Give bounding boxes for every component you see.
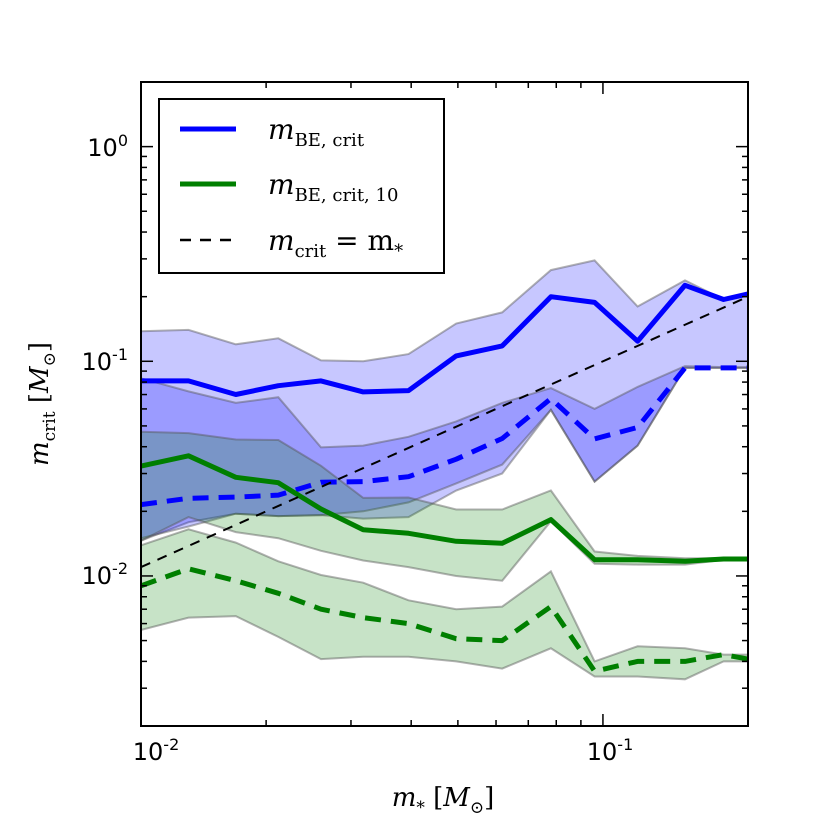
- y-tick-label: 10-1: [82, 345, 129, 376]
- x-axis-label: m* [M⊙]: [392, 783, 495, 818]
- series-line-be-crit-lower: [140, 365, 748, 508]
- x-tick-label: 10-2: [133, 735, 180, 766]
- series-line-be-crit-median: [141, 282, 749, 397]
- confidence-bands: [140, 259, 749, 681]
- y-tick-label: 10-2: [82, 559, 129, 590]
- series-line-m-crit-m-: [140, 295, 749, 569]
- x-tick-label: 10-1: [587, 735, 634, 766]
- y-axis-label: mcrit [M⊙]: [25, 342, 60, 466]
- legend-label: mBE, crit: [268, 113, 365, 151]
- plot-frame: [140, 81, 749, 727]
- legend: mBE, crit mBE, crit, 10 mcrit = m*: [158, 98, 445, 274]
- y-tick-label: 100: [87, 131, 128, 162]
- data-series: [140, 282, 749, 674]
- legend-label: mBE, crit, 10: [268, 168, 398, 206]
- series-line-be-crit-10-median: [140, 453, 748, 564]
- series-line-be-crit-10-lower: [140, 566, 749, 674]
- legend-label: mcrit = m*: [268, 224, 403, 262]
